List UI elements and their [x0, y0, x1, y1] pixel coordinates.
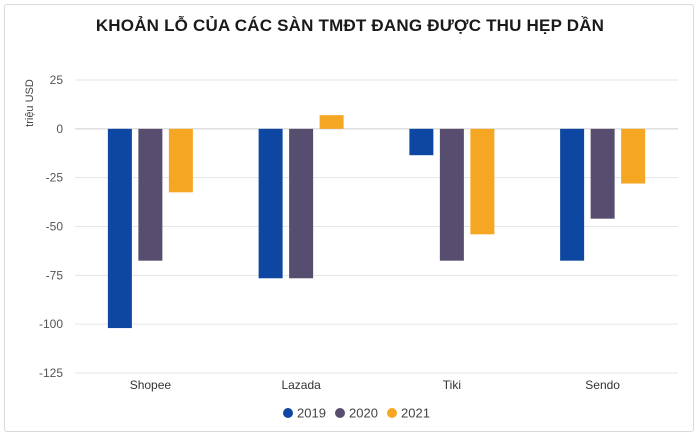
y-tick-label: -125 — [39, 366, 63, 380]
y-tick-label: 25 — [50, 73, 64, 87]
bar-shopee-2019 — [107, 128, 132, 329]
y-tick-label: -100 — [39, 317, 63, 331]
bar-lazada-2020 — [289, 128, 314, 279]
x-category-label: Tiki — [443, 378, 461, 392]
bar-shopee-2021 — [168, 128, 193, 193]
x-axis-categories: Shopee Lazada Tiki Sendo — [130, 378, 621, 392]
bar-sendo-2021 — [621, 128, 646, 184]
y-tick-label: -50 — [46, 220, 64, 234]
legend-marker-2019 — [283, 408, 293, 418]
bar-shopee-2020 — [138, 128, 163, 261]
legend-marker-2020 — [335, 408, 345, 418]
legend-label: 2020 — [349, 406, 378, 421]
x-category-label: Lazada — [281, 378, 321, 392]
bar-tiki-2019 — [409, 128, 434, 156]
chart-title: KHOẢN LỖ CỦA CÁC SÀN TMĐT ĐANG ĐƯỢC THU … — [95, 16, 605, 35]
y-axis-label: triệu USD — [24, 79, 36, 127]
y-axis-ticks: 25 0 -25 -50 -75 -100 -125 — [39, 73, 63, 380]
y-tick-label: -75 — [46, 268, 64, 282]
y-tick-label: -25 — [46, 171, 64, 185]
bar-tiki-2020 — [439, 128, 464, 261]
legend-label: 2021 — [401, 406, 430, 421]
bar-lazada-2021 — [319, 115, 344, 129]
legend: 2019 2020 2021 — [283, 406, 430, 421]
x-category-label: Sendo — [585, 378, 620, 392]
legend-label: 2019 — [297, 406, 326, 421]
bar-sendo-2020 — [590, 128, 615, 219]
bar-lazada-2019 — [258, 128, 283, 279]
bar-tiki-2021 — [470, 128, 495, 235]
bars — [107, 115, 646, 329]
y-tick-label: 0 — [56, 122, 63, 136]
x-category-label: Shopee — [130, 378, 172, 392]
bar-sendo-2019 — [560, 128, 585, 261]
legend-marker-2021 — [387, 408, 397, 418]
gridlines — [75, 79, 678, 374]
